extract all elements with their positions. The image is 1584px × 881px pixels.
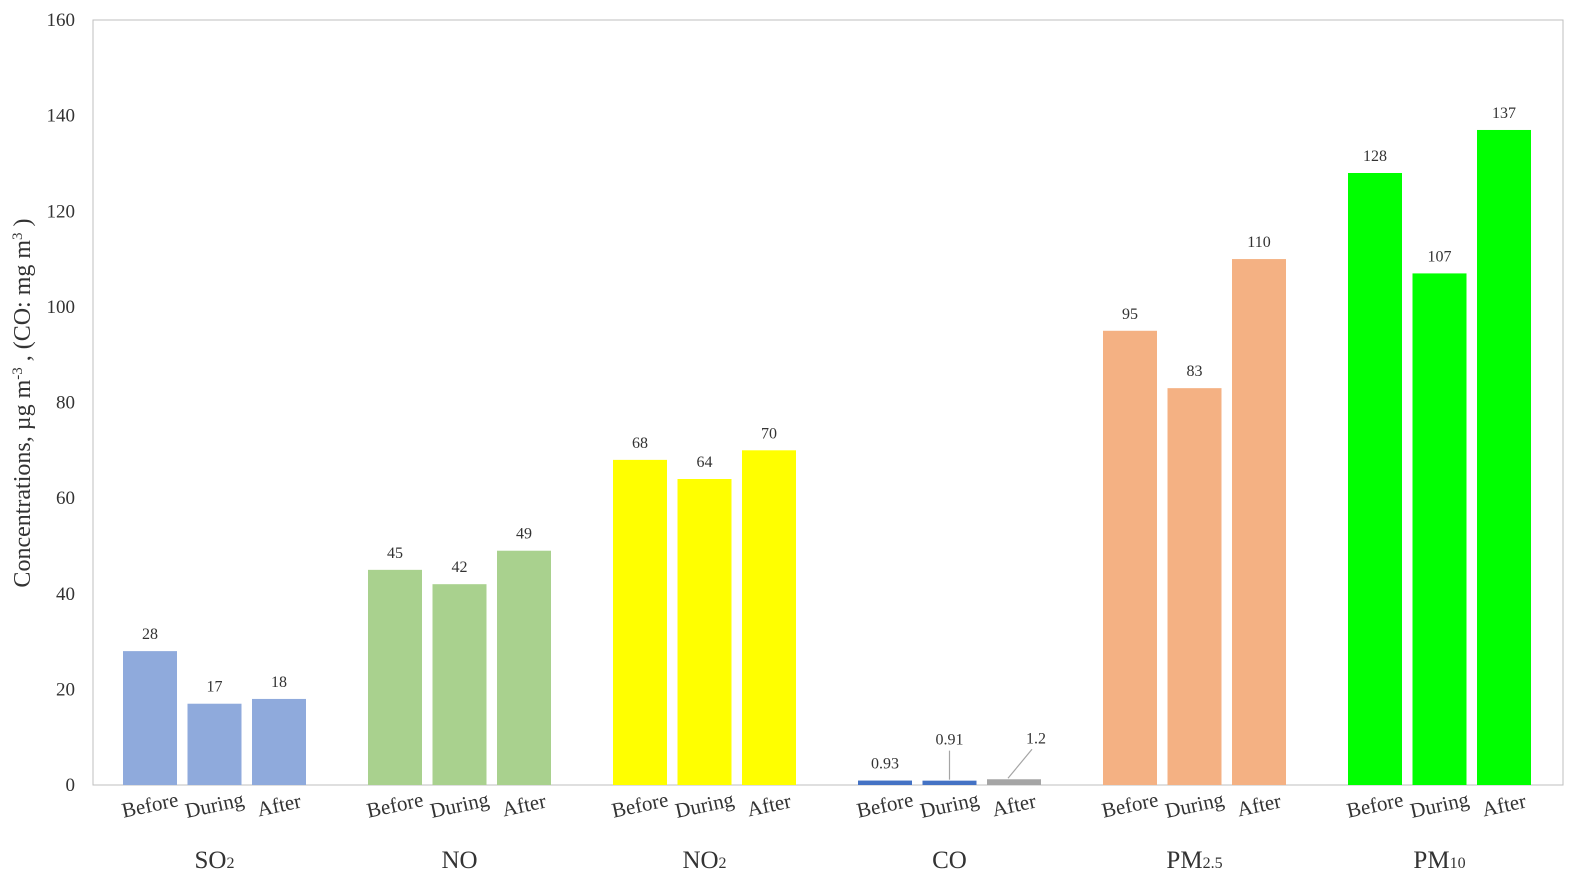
group-label: NO [441,847,477,874]
group-label: PM10 [1413,847,1465,874]
bar [742,450,796,785]
group-label-part-0: SO [195,847,227,874]
bar-value-label: 1.2 [1026,730,1046,747]
y-tick-label: 140 [47,106,76,127]
group-labels: SO2 NO NO2 CO PM2.5 PM10 [195,847,1466,874]
y-axis-title: Concentrations, µg m-3 , (CO: mg m3 ) [10,218,36,587]
group-label: PM2.5 [1166,847,1222,874]
category-tick-label: After [1480,789,1528,822]
category-tick-label: During [673,787,737,823]
bar-value-label: 0.93 [871,756,899,773]
group-label-part-1: 2.5 [1203,855,1223,872]
group-label: CO [932,847,967,874]
plot-frame [92,19,1564,786]
bar-value-label: 68 [632,435,648,452]
bar [987,779,1041,785]
bars-layer: 28 17 18 45 42 49 68 64 70 0.93 0.91 1.2 95 83 110 128 1… [123,105,1531,785]
category-tick-label: During [1163,787,1227,823]
bar [252,698,306,785]
bar [613,459,667,785]
y-axis-title-part-1: -3 [10,367,26,380]
y-tick-label: 40 [56,584,75,605]
group-label-part-0: PM [1166,847,1202,874]
bar-value-label: 83 [1187,363,1203,380]
bar-value-label: 0.91 [936,732,964,749]
y-tick-label: 80 [56,393,75,414]
category-tick-label: Before [1345,787,1406,822]
bar [187,703,242,785]
category-tick-label: Before [1100,787,1161,822]
category-tick-label: Before [610,787,671,822]
group-label-part-1: 2 [719,855,727,872]
y-axis-title-part-2: , (CO: mg m [10,240,36,368]
y-axis-title-part-0: Concentrations, µg m [10,379,36,587]
category-tick-label: After [990,789,1038,822]
group-label-part-1: 2 [226,855,234,872]
bar-value-label: 110 [1247,234,1270,251]
group-label-part-0: PM [1413,847,1449,874]
bar [677,479,732,785]
bar [922,780,977,785]
bar-value-label: 18 [271,674,287,691]
y-tick-label: 100 [47,297,76,318]
bar-value-label: 42 [452,559,468,576]
bar-value-label: 45 [387,545,403,562]
bar-value-label: 70 [761,425,777,442]
category-tick-label: During [428,787,492,823]
bar-value-label: 128 [1363,148,1387,165]
bar [1167,388,1222,785]
bar-value-label: 17 [207,679,223,696]
bar [1412,273,1467,785]
group-label-part-1: 10 [1450,855,1466,872]
category-tick-label: After [1235,789,1283,822]
y-tick-label: 20 [56,679,75,700]
bar [432,584,487,785]
bar [123,651,177,785]
category-tick-label: Before [120,787,181,822]
category-labels: Before During After Before During After Before… [120,787,1529,823]
group-label: NO2 [682,847,726,874]
category-tick-label: During [918,787,982,823]
y-tick-label: 60 [56,488,75,509]
y-tick-label: 120 [47,201,76,222]
category-tick-label: After [745,789,793,822]
group-label: SO2 [195,847,235,874]
bar [368,569,422,785]
bar-value-label: 49 [516,526,532,543]
bar [1477,129,1531,785]
category-tick-label: After [255,789,303,822]
group-label-part-0: NO [441,847,477,874]
y-tick-label: 0 [66,775,76,796]
y-axis-ticks: 0 20 40 60 80 100 120 140 160 [47,10,76,796]
group-label-part-0: CO [932,847,967,874]
category-tick-label: After [500,789,548,822]
bar [1348,173,1402,785]
bar [858,780,912,785]
bar-value-label: 137 [1492,105,1516,122]
category-tick-label: During [1408,787,1472,823]
y-tick-label: 160 [47,10,76,31]
y-axis-title-part-4: ) [10,218,36,232]
data-label-leader [1007,748,1033,779]
category-tick-label: Before [855,787,916,822]
category-tick-label: During [183,787,247,823]
group-label-part-0: NO [682,847,718,874]
bar-value-label: 95 [1122,306,1138,323]
y-axis-title-part-3: 3 [10,232,26,240]
bar-value-label: 107 [1428,248,1452,265]
bar-value-label: 28 [142,626,158,643]
bar-value-label: 64 [697,454,713,471]
category-tick-label: Before [365,787,426,822]
bar [1103,330,1157,785]
bar [497,550,551,785]
bar [1232,259,1286,785]
